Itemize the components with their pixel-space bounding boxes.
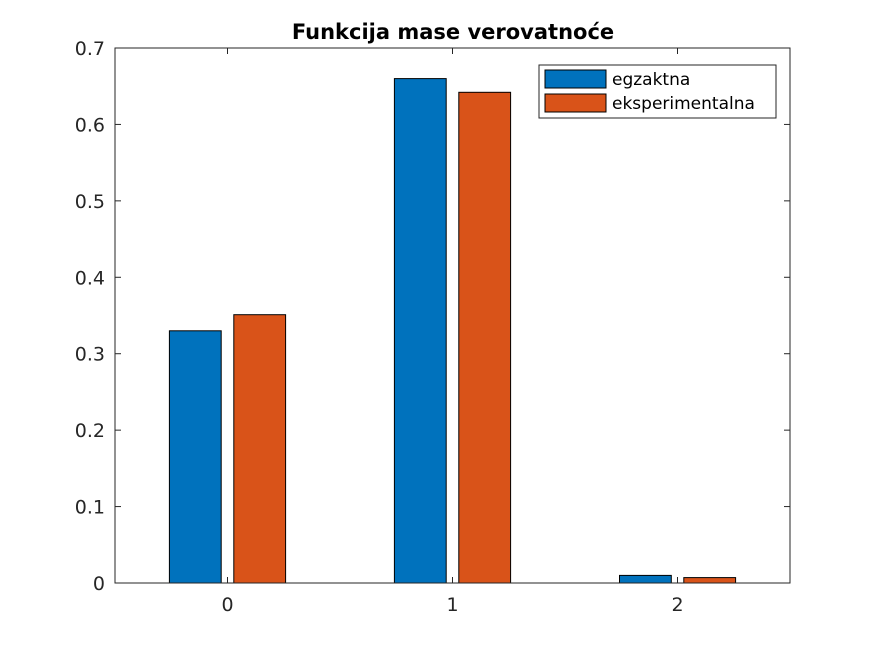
legend-label-egzaktna: egzaktna — [612, 70, 690, 90]
y-tick-label: 0 — [93, 573, 105, 595]
axes-group: 0 0.1 0.2 0.3 0.4 0.5 0.6 0.7 0 1 2 — [75, 38, 791, 616]
x-tick-label: 1 — [446, 594, 458, 616]
y-tick-label: 0.7 — [75, 38, 105, 60]
legend-swatch-egzaktna — [544, 69, 607, 89]
y-tick-label: 0.6 — [75, 114, 105, 136]
bar-eksperimentalna-1 — [458, 91, 512, 584]
bar-egzaktna-2 — [619, 574, 672, 584]
x-tick-label: 2 — [671, 594, 683, 616]
bar-egzaktna-0 — [168, 330, 222, 584]
y-tick-label: 0.3 — [75, 344, 105, 366]
bars-group — [168, 78, 737, 584]
chart-title: Funkcija mase verovatnoće — [292, 20, 614, 44]
y-tick-label: 0.5 — [75, 191, 105, 213]
legend-swatch-eksperimentalna — [544, 93, 607, 113]
legend: egzaktna eksperimentalna — [538, 64, 777, 119]
y-tick-label: 0.1 — [75, 497, 105, 519]
bar-eksperimentalna-0 — [233, 314, 287, 584]
bar-egzaktna-1 — [393, 78, 447, 584]
legend-label-eksperimentalna: eksperimentalna — [612, 94, 755, 114]
bar-eksperimentalna-2 — [683, 577, 737, 584]
y-tick-label: 0.2 — [75, 420, 105, 442]
x-tick-label: 0 — [221, 594, 233, 616]
y-tick-label: 0.4 — [75, 267, 105, 289]
